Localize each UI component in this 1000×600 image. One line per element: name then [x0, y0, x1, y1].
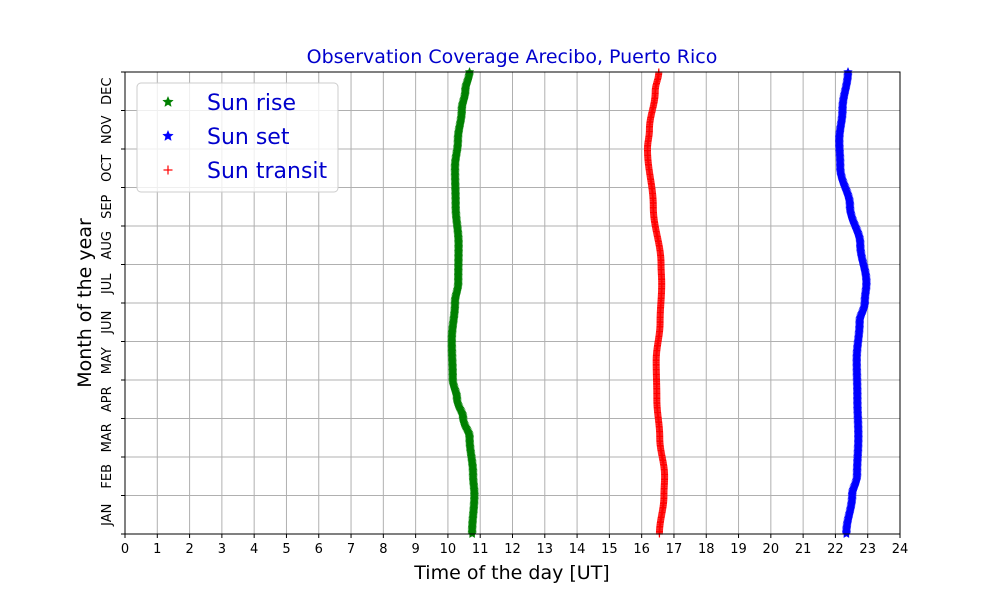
- x-tick-label: 1: [153, 542, 161, 557]
- legend-label: Sun transit: [207, 159, 328, 184]
- legend-marker: [162, 95, 174, 107]
- x-tick-label: 23: [859, 542, 876, 557]
- x-tick-label: 0: [121, 542, 129, 557]
- series-sun-transit: [643, 68, 669, 538]
- legend-marker: [163, 165, 173, 175]
- y-axis-label: Month of the year: [74, 218, 96, 388]
- x-tick-label: 3: [218, 542, 226, 557]
- x-tick-label: 15: [601, 542, 618, 557]
- x-axis-label: Time of the day [UT]: [413, 562, 609, 584]
- x-tick-label: 10: [440, 542, 457, 557]
- y-tick-label: SEP: [100, 194, 115, 218]
- y-tick-label: OCT: [100, 155, 115, 182]
- x-tick-label: 12: [504, 542, 521, 557]
- x-tick-label: 24: [892, 542, 909, 557]
- legend-box: [136, 82, 339, 193]
- y-tick-label: JUN: [100, 311, 115, 335]
- legend-label: Sun set: [207, 125, 290, 150]
- x-tick-label: 18: [698, 542, 715, 557]
- x-tick-label: 13: [537, 542, 554, 557]
- x-tick-label: 2: [185, 542, 193, 557]
- x-tick-label: 11: [472, 542, 489, 557]
- y-tick-label: MAY: [100, 347, 115, 374]
- x-tick-label: 9: [411, 542, 419, 557]
- x-tick-label: 19: [730, 542, 747, 557]
- y-tick-label: JUL: [100, 273, 115, 295]
- data-points: [447, 66, 872, 539]
- y-tick-label: APR: [100, 386, 115, 412]
- x-tick-label: 21: [795, 542, 812, 557]
- x-tick-label: 5: [282, 542, 290, 557]
- y-tick-label: MAR: [100, 423, 115, 452]
- x-tick-label: 6: [315, 542, 323, 557]
- y-tick-label: DEC: [100, 78, 115, 105]
- series-sun-rise: [447, 66, 480, 539]
- x-tick-label: 4: [250, 542, 258, 557]
- x-tick-label: 14: [569, 542, 586, 557]
- x-tick-label: 8: [379, 542, 387, 557]
- legend-marker: [162, 129, 174, 141]
- x-tick-label: 20: [763, 542, 780, 557]
- chart-title: Observation Coverage Arecibo, Puerto Ric…: [307, 46, 718, 68]
- series-sun-set: [834, 66, 872, 539]
- y-tick-label: JAN: [100, 504, 115, 527]
- legend: Sun rise Sun set Sun transit: [136, 82, 339, 193]
- x-tick-label: 22: [827, 542, 844, 557]
- y-tick-label: FEB: [100, 464, 115, 489]
- x-tick-label: 7: [347, 542, 355, 557]
- x-tick-label: 16: [633, 542, 650, 557]
- y-tick-label: AUG: [100, 231, 115, 259]
- y-tick-label: NOV: [100, 115, 115, 144]
- axis-ticks: 0 1 2 3 4 5 6 7 8 9 10 11 12 13 14 15 16 17 18 19 20 21 22 23 24…: [100, 71, 909, 557]
- x-tick-label: 17: [666, 542, 683, 557]
- legend-label: Sun rise: [207, 91, 296, 116]
